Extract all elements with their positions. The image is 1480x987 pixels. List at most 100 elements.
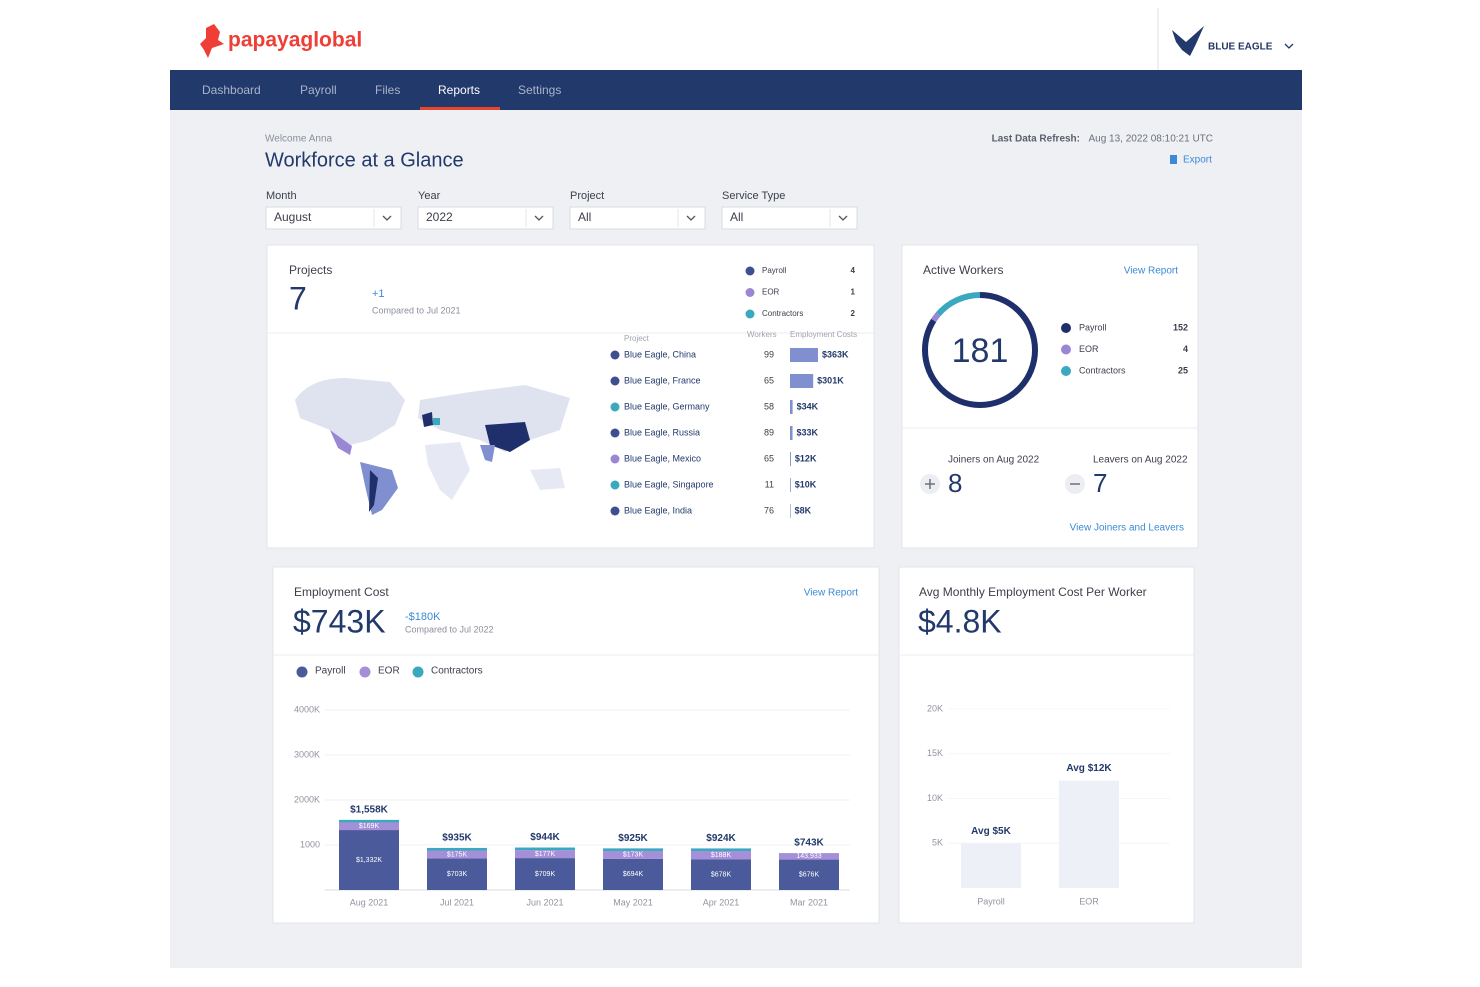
bar-segment [515,858,575,890]
nav-active-underline [420,107,500,110]
card-title: Projects [289,263,332,277]
project-name[interactable]: Blue Eagle, Singapore [624,479,714,489]
legend-label: Payroll [762,266,787,275]
project-name[interactable]: Blue Eagle, Mexico [624,453,701,463]
map-germany [433,418,440,425]
cost-label: $10K [795,479,817,489]
filter-value[interactable]: All [578,210,591,224]
project-dot [610,506,620,516]
refresh-label: Last Data Refresh: [992,134,1080,145]
legend-label: Contractors [431,666,483,677]
project-name[interactable]: Blue Eagle, India [624,505,692,515]
y-tick-label: 4000K [294,704,320,714]
view-report-link[interactable]: View Report [1124,266,1179,277]
export-icon[interactable] [1170,155,1177,164]
chevron-icon [838,215,848,221]
bar-segment [515,847,575,851]
filter-value[interactable]: August [274,210,312,224]
total-label: $924K [706,833,736,844]
legend-label: Payroll [315,666,346,677]
legend-dot [745,266,755,276]
bar-segment [691,859,751,890]
nav-item[interactable]: Reports [438,83,480,97]
nav-item[interactable]: Payroll [300,83,337,97]
legend-label: Payroll [1079,322,1107,332]
map-australia [530,468,565,490]
filter-dropdown[interactable] [417,206,554,230]
legend-dot [745,309,755,319]
legend-label: EOR [378,666,400,677]
account-chevron[interactable] [1284,43,1294,49]
world-map [295,378,570,515]
x-tick-label: Apr 2021 [703,897,740,907]
refresh-value: Aug 13, 2022 08:10:21 UTC [1088,134,1213,145]
map-north-america [295,378,405,445]
page-title: Workforce at a Glance [265,149,464,171]
nav-item[interactable]: Files [375,83,400,97]
project-dot [610,480,620,490]
column-header: Workers [747,330,777,339]
map-france [422,412,433,427]
export-link[interactable]: Export [1183,155,1212,166]
cost-label: $8K [795,505,812,515]
cost-bar [790,426,793,440]
project-name[interactable]: Blue Eagle, France [624,375,701,385]
joiners-label: Joiners on Aug 2022 [948,455,1040,466]
projects-change: +1 [372,288,385,300]
segment-label: $703K [447,871,468,878]
employment-cost-value: $743K [293,603,386,639]
project-workers: 99 [764,349,774,359]
project-name[interactable]: Blue Eagle, Germany [624,401,710,411]
nav-bar [170,70,1302,110]
map-chile [369,470,378,512]
avg-cost-value: $4.8K [918,603,1002,639]
cost-label: $33K [797,427,819,437]
bar-segment [427,850,487,859]
x-tick-label: May 2021 [613,897,653,907]
map-africa [425,442,470,500]
legend-count: 4 [851,266,856,275]
bar-segment [339,830,399,890]
project-name[interactable]: Blue Eagle, Russia [624,427,700,437]
legend-dot [359,666,371,678]
project-name[interactable]: Blue Eagle, China [624,349,696,359]
value-label: Avg $12K [1066,763,1112,774]
segment-label: 143,933 [796,853,821,860]
employment-cost-change: -$180K [405,611,441,623]
cost-bar [790,504,791,518]
project-dot [610,428,620,438]
value-label: Avg $5K [971,826,1011,837]
total-label: $935K [442,833,472,844]
filter-label: Project [570,190,604,202]
account-logo [1172,26,1204,56]
nav-item[interactable]: Dashboard [202,83,261,97]
filter-value[interactable]: 2022 [426,210,453,224]
cost-label: $34K [797,401,819,411]
filter-dropdown[interactable] [721,206,858,230]
filter-value[interactable]: All [730,210,743,224]
chevron-icon [686,215,696,221]
legend-dot [296,666,308,678]
view-report-link[interactable]: View Report [804,588,859,599]
bar-segment [603,858,663,890]
project-dot [610,454,620,464]
welcome-text: Welcome Anna [265,134,333,145]
bar-segment [515,850,575,859]
legend-label: Contractors [762,309,803,318]
map-mexico [330,430,352,455]
bar-segment [779,859,839,890]
filter-label: Month [266,190,297,202]
project-workers: 58 [764,401,774,411]
nav-item[interactable]: Settings [518,83,561,97]
card-title: Employment Cost [294,585,389,599]
legend-count: 2 [851,309,856,318]
plus-icon [925,479,935,489]
filter-dropdown[interactable] [569,206,706,230]
project-dot [610,350,620,360]
view-joiners-link[interactable]: View Joiners and Leavers [1070,523,1184,534]
active-workers-total: 181 [952,332,1009,370]
column-header: Project [624,334,650,343]
filter-dropdown[interactable] [265,206,402,230]
account-name[interactable]: BLUE EAGLE [1208,42,1273,53]
